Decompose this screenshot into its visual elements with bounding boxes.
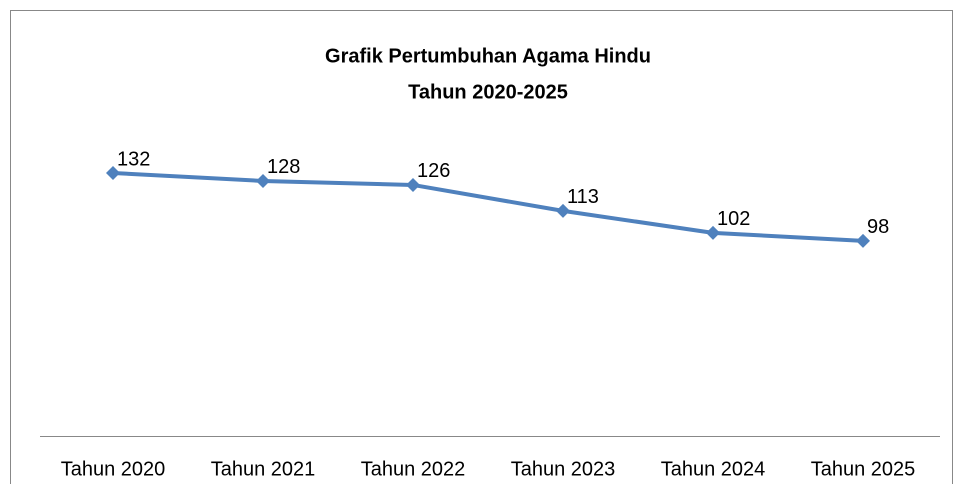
chart-title: Grafik Pertumbuhan Agama Hindu: [325, 45, 651, 67]
data-label: 132: [117, 148, 150, 170]
x-tick-label: Tahun 2025: [811, 458, 916, 480]
chart-border: [10, 10, 953, 484]
series-line: [112, 170, 864, 243]
data-label: 126: [417, 160, 450, 182]
x-tick-label: Tahun 2023: [511, 458, 616, 480]
data-label: 128: [267, 156, 300, 178]
data-point: [406, 177, 420, 192]
x-tick-label: Tahun 2024: [661, 458, 766, 480]
x-tick-label: Tahun 2021: [211, 458, 316, 480]
data-point: [106, 165, 120, 180]
data-point: [256, 173, 270, 188]
chart-title: Tahun 2020-2025: [408, 81, 568, 103]
data-point: [856, 233, 870, 248]
data-label: 98: [867, 216, 889, 238]
data-label: 113: [567, 186, 599, 208]
x-tick-label: Tahun 2022: [361, 458, 466, 480]
data-point: [706, 225, 720, 240]
x-tick-label: Tahun 2020: [61, 458, 166, 480]
data-point: [556, 203, 570, 218]
data-label: 102: [717, 208, 750, 230]
